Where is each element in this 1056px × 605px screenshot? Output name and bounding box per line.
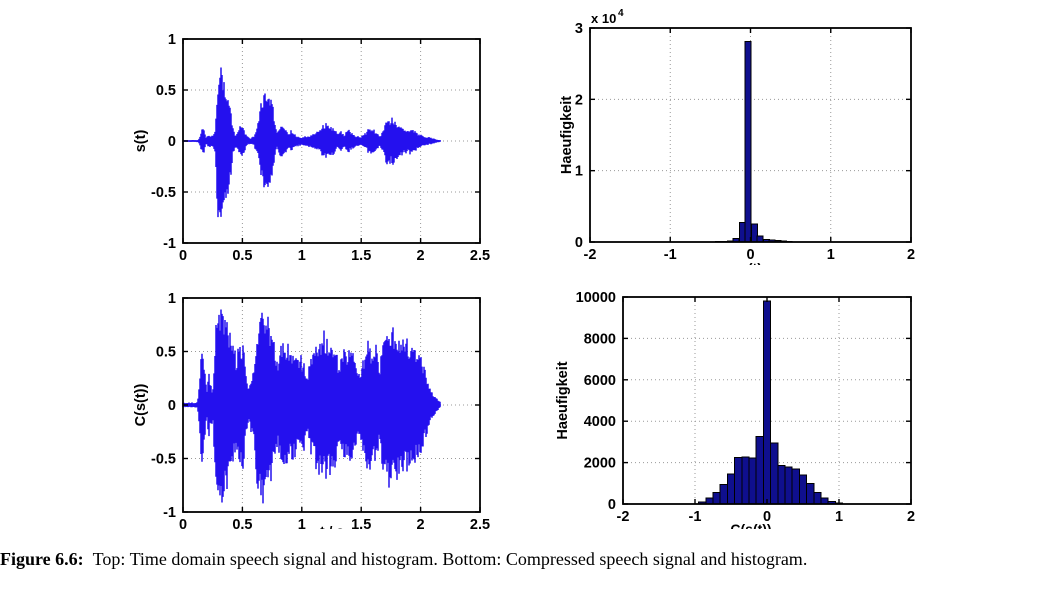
y-axis-label: Haeufigkeit bbox=[559, 96, 575, 174]
y-tick-label: 0.5 bbox=[156, 83, 176, 99]
histogram-bar bbox=[712, 492, 721, 505]
y-tick-label: 0 bbox=[575, 235, 583, 251]
y-tick-label: -1 bbox=[163, 236, 176, 252]
x-tick-label: 0.5 bbox=[232, 517, 252, 533]
x-tick-label: -2 bbox=[617, 509, 630, 525]
y-axis-label: s(t) bbox=[133, 130, 149, 153]
waveform-path bbox=[182, 309, 441, 504]
y-tick-label: 0 bbox=[168, 398, 176, 414]
histogram-bar bbox=[719, 483, 728, 505]
clipped-xlabel-hist-compressed: C(s(t)) bbox=[723, 522, 779, 529]
y-tick-label: -0.5 bbox=[151, 185, 176, 201]
histogram-bar bbox=[770, 442, 779, 505]
histogram-bar bbox=[705, 497, 714, 505]
x-tick-label: -1 bbox=[664, 247, 677, 263]
histogram-bar bbox=[744, 41, 752, 243]
histogram-bar bbox=[734, 456, 743, 505]
clipped-xlabel-text: C(s(t)) bbox=[730, 522, 771, 529]
clipped-xlabel-compressed: t / s bbox=[314, 524, 350, 529]
histogram-bar bbox=[813, 492, 822, 505]
x-tick-label: 2.5 bbox=[470, 248, 490, 264]
y-tick-label: 2000 bbox=[584, 456, 616, 472]
clipped-xlabel-text: s(t) bbox=[740, 261, 762, 265]
y-tick-label: 1 bbox=[168, 32, 176, 48]
histogram-bar bbox=[806, 483, 815, 505]
x-tick-label: -2 bbox=[584, 247, 597, 263]
x-tick-label: 2 bbox=[907, 509, 915, 525]
figure-caption: Figure 6.6: Top: Time domain speech signa… bbox=[0, 545, 1052, 574]
y-tick-label: 10000 bbox=[576, 290, 616, 306]
x-tick-label: 0 bbox=[179, 517, 187, 533]
x-tick-label: 0 bbox=[763, 509, 771, 525]
x-tick-label: 1.5 bbox=[351, 517, 371, 533]
x-tick-label: 0.5 bbox=[232, 248, 252, 264]
y-tick-label: 3 bbox=[575, 21, 583, 37]
y-tick-label: -1 bbox=[163, 505, 176, 521]
y-tick-label: 1 bbox=[575, 164, 583, 180]
x-tick-label: 1 bbox=[298, 248, 306, 264]
y-tick-label: 0 bbox=[608, 497, 616, 513]
x-tick-label: 1 bbox=[298, 517, 306, 533]
x-tick-label: 1.5 bbox=[351, 248, 371, 264]
x-tick-label: 1 bbox=[827, 247, 835, 263]
histogram-bar bbox=[798, 474, 808, 505]
clipped-xlabel-hist-signal: s(t) bbox=[734, 261, 768, 265]
histogram-bar bbox=[784, 466, 793, 505]
x-tick-label: -1 bbox=[689, 509, 702, 525]
y-axis-label: Haeufigkeit bbox=[555, 361, 571, 439]
figure-caption-label: Figure 6.6: bbox=[0, 549, 84, 569]
histogram-bar bbox=[726, 473, 736, 505]
x-tick-label: 0 bbox=[179, 248, 187, 264]
clipped-xlabel-text: t / s bbox=[320, 524, 344, 529]
y-tick-label: -0.5 bbox=[151, 452, 176, 468]
y-axis-exponent-label: x 10 bbox=[591, 11, 616, 26]
x-tick-label: 1 bbox=[835, 509, 843, 525]
y-axis-exponent-sup: 4 bbox=[618, 8, 624, 19]
x-tick-label: 2.5 bbox=[470, 517, 490, 533]
histogram-bar bbox=[777, 465, 786, 505]
x-tick-label: 2 bbox=[907, 247, 915, 263]
y-tick-label: 0 bbox=[168, 134, 176, 150]
y-tick-label: 1 bbox=[168, 291, 176, 307]
y-tick-label: 4000 bbox=[584, 414, 616, 430]
y-tick-label: 2 bbox=[575, 92, 583, 108]
histogram-bar bbox=[741, 456, 750, 505]
y-axis-label: C(s(t)) bbox=[133, 383, 149, 426]
figure-caption-text: Top: Time domain speech signal and histo… bbox=[92, 549, 808, 569]
y-tick-label: 0.5 bbox=[156, 345, 176, 361]
y-tick-label: 8000 bbox=[584, 331, 616, 347]
x-tick-label: 2 bbox=[417, 517, 425, 533]
x-tick-label: 0 bbox=[746, 247, 754, 263]
x-tick-label: 2 bbox=[417, 248, 425, 264]
y-tick-label: 6000 bbox=[584, 373, 616, 389]
histogram-bar bbox=[748, 457, 757, 505]
histogram-bar bbox=[762, 300, 772, 505]
histogram-bar bbox=[755, 436, 764, 505]
histogram-bar bbox=[791, 468, 800, 505]
